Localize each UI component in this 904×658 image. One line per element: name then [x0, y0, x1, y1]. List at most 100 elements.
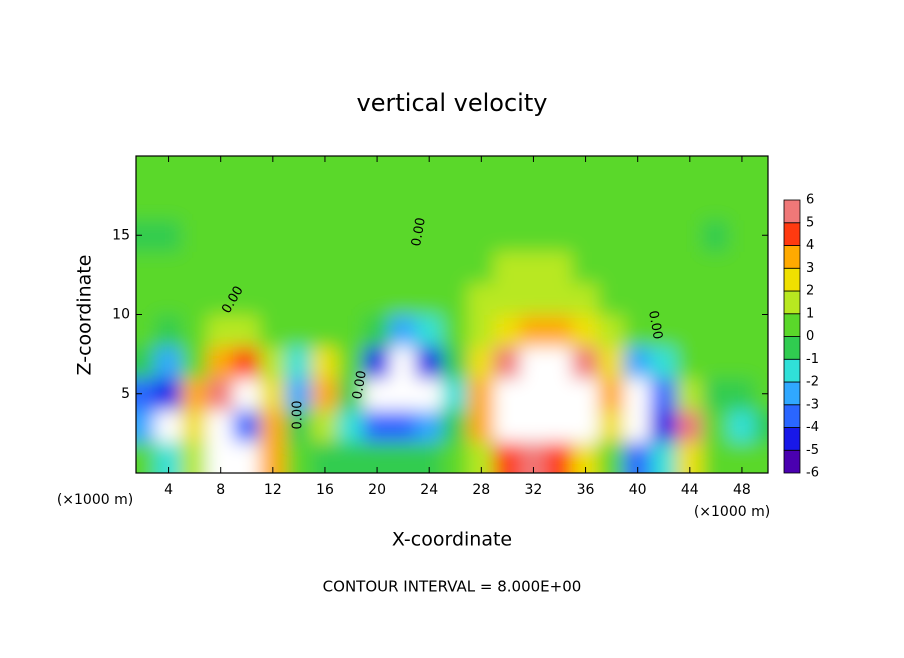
field-cell [624, 377, 652, 411]
field-cell [754, 218, 768, 252]
field-cell [136, 218, 157, 252]
field-cell [519, 377, 548, 411]
colorbar-label: -2 [806, 375, 819, 390]
colorbar-label: -4 [806, 420, 819, 435]
field-cell [285, 282, 313, 316]
field-cell [136, 408, 157, 443]
field-cell [545, 440, 574, 473]
field-cell [207, 345, 235, 379]
field-cell [154, 408, 183, 443]
field-cell [754, 408, 768, 443]
field-cell [754, 345, 768, 379]
field-cell [597, 250, 626, 284]
field-cell [624, 408, 652, 443]
field-cell [571, 282, 600, 316]
field-cell [285, 408, 313, 443]
field-cell [597, 282, 626, 316]
field-cell [180, 440, 209, 473]
field-cell [754, 440, 768, 473]
field-cell [467, 313, 496, 347]
field-cell [493, 440, 522, 473]
x-axis-label: X-coordinate [392, 529, 512, 551]
field-cell [363, 250, 391, 284]
field-cell [493, 408, 522, 443]
field-cell [519, 408, 548, 443]
colorbar-swatch [783, 222, 801, 246]
x-tick-label: 40 [629, 482, 647, 498]
field-cell [519, 345, 548, 379]
field-cell [597, 345, 626, 379]
field-cell [136, 377, 157, 411]
field-cell [728, 218, 756, 252]
field-cell [545, 408, 574, 443]
colorbar-label: 1 [806, 306, 814, 321]
field-cell [519, 282, 548, 316]
field-cell [207, 408, 235, 443]
field-cell [545, 156, 574, 189]
field-cell [754, 186, 768, 221]
x-unit: (×1000 m) [694, 504, 770, 520]
field-cell [441, 345, 469, 379]
field-cell [136, 282, 157, 316]
field-cell [597, 313, 626, 347]
colorbar-swatch [783, 336, 801, 360]
field-cell [415, 408, 443, 443]
field-cell [233, 250, 261, 284]
field-cell [337, 186, 365, 221]
colorbar-label: 6 [806, 193, 814, 208]
field-cell [650, 186, 678, 221]
field-cell [259, 186, 287, 221]
field-cell [597, 440, 626, 473]
colorbar-label: 2 [806, 284, 814, 299]
field-cell [233, 156, 261, 189]
field-cell [519, 186, 548, 221]
field-cell [650, 250, 678, 284]
colorbar-label: 4 [806, 238, 814, 253]
field-cell [363, 408, 391, 443]
field-cell [754, 282, 768, 316]
field-cell [389, 282, 417, 316]
colorbar-swatch [783, 358, 801, 383]
x-tick-label: 36 [577, 482, 595, 498]
field-cell [154, 218, 183, 252]
field-cell [676, 377, 704, 411]
field-cell [136, 250, 157, 284]
x-tick-label: 16 [316, 482, 334, 498]
field-cell [180, 313, 209, 347]
field-cell [624, 218, 652, 252]
field-cell [285, 156, 313, 189]
field-cell [545, 250, 574, 284]
field-cell [136, 186, 157, 221]
field-cell [233, 440, 261, 473]
field-cell [650, 282, 678, 316]
field-cell [337, 250, 365, 284]
field-cell [467, 377, 496, 411]
field-cell [545, 186, 574, 221]
field-cell [136, 440, 157, 473]
field-cell [467, 408, 496, 443]
field-cell [493, 377, 522, 411]
field-cell [754, 156, 768, 189]
colorbar-swatch [783, 449, 801, 474]
field-cell [233, 186, 261, 221]
field-cell [754, 313, 768, 347]
field-cell [180, 377, 209, 411]
field-cell [493, 156, 522, 189]
field-cell [493, 218, 522, 252]
colorbar-label: -6 [806, 466, 819, 481]
x-tick-label: 20 [368, 482, 386, 498]
field-cell [311, 250, 339, 284]
field-cell [207, 218, 235, 252]
field-cell [702, 218, 730, 252]
colorbar-swatch [783, 381, 801, 406]
field-cell [233, 218, 261, 252]
field-cell [389, 313, 417, 347]
field-cell [624, 345, 652, 379]
field-cell [180, 156, 209, 189]
field-cell [571, 186, 600, 221]
field-cell [493, 313, 522, 347]
field-cell [545, 218, 574, 252]
field-cell [650, 313, 678, 347]
field-cell [597, 377, 626, 411]
